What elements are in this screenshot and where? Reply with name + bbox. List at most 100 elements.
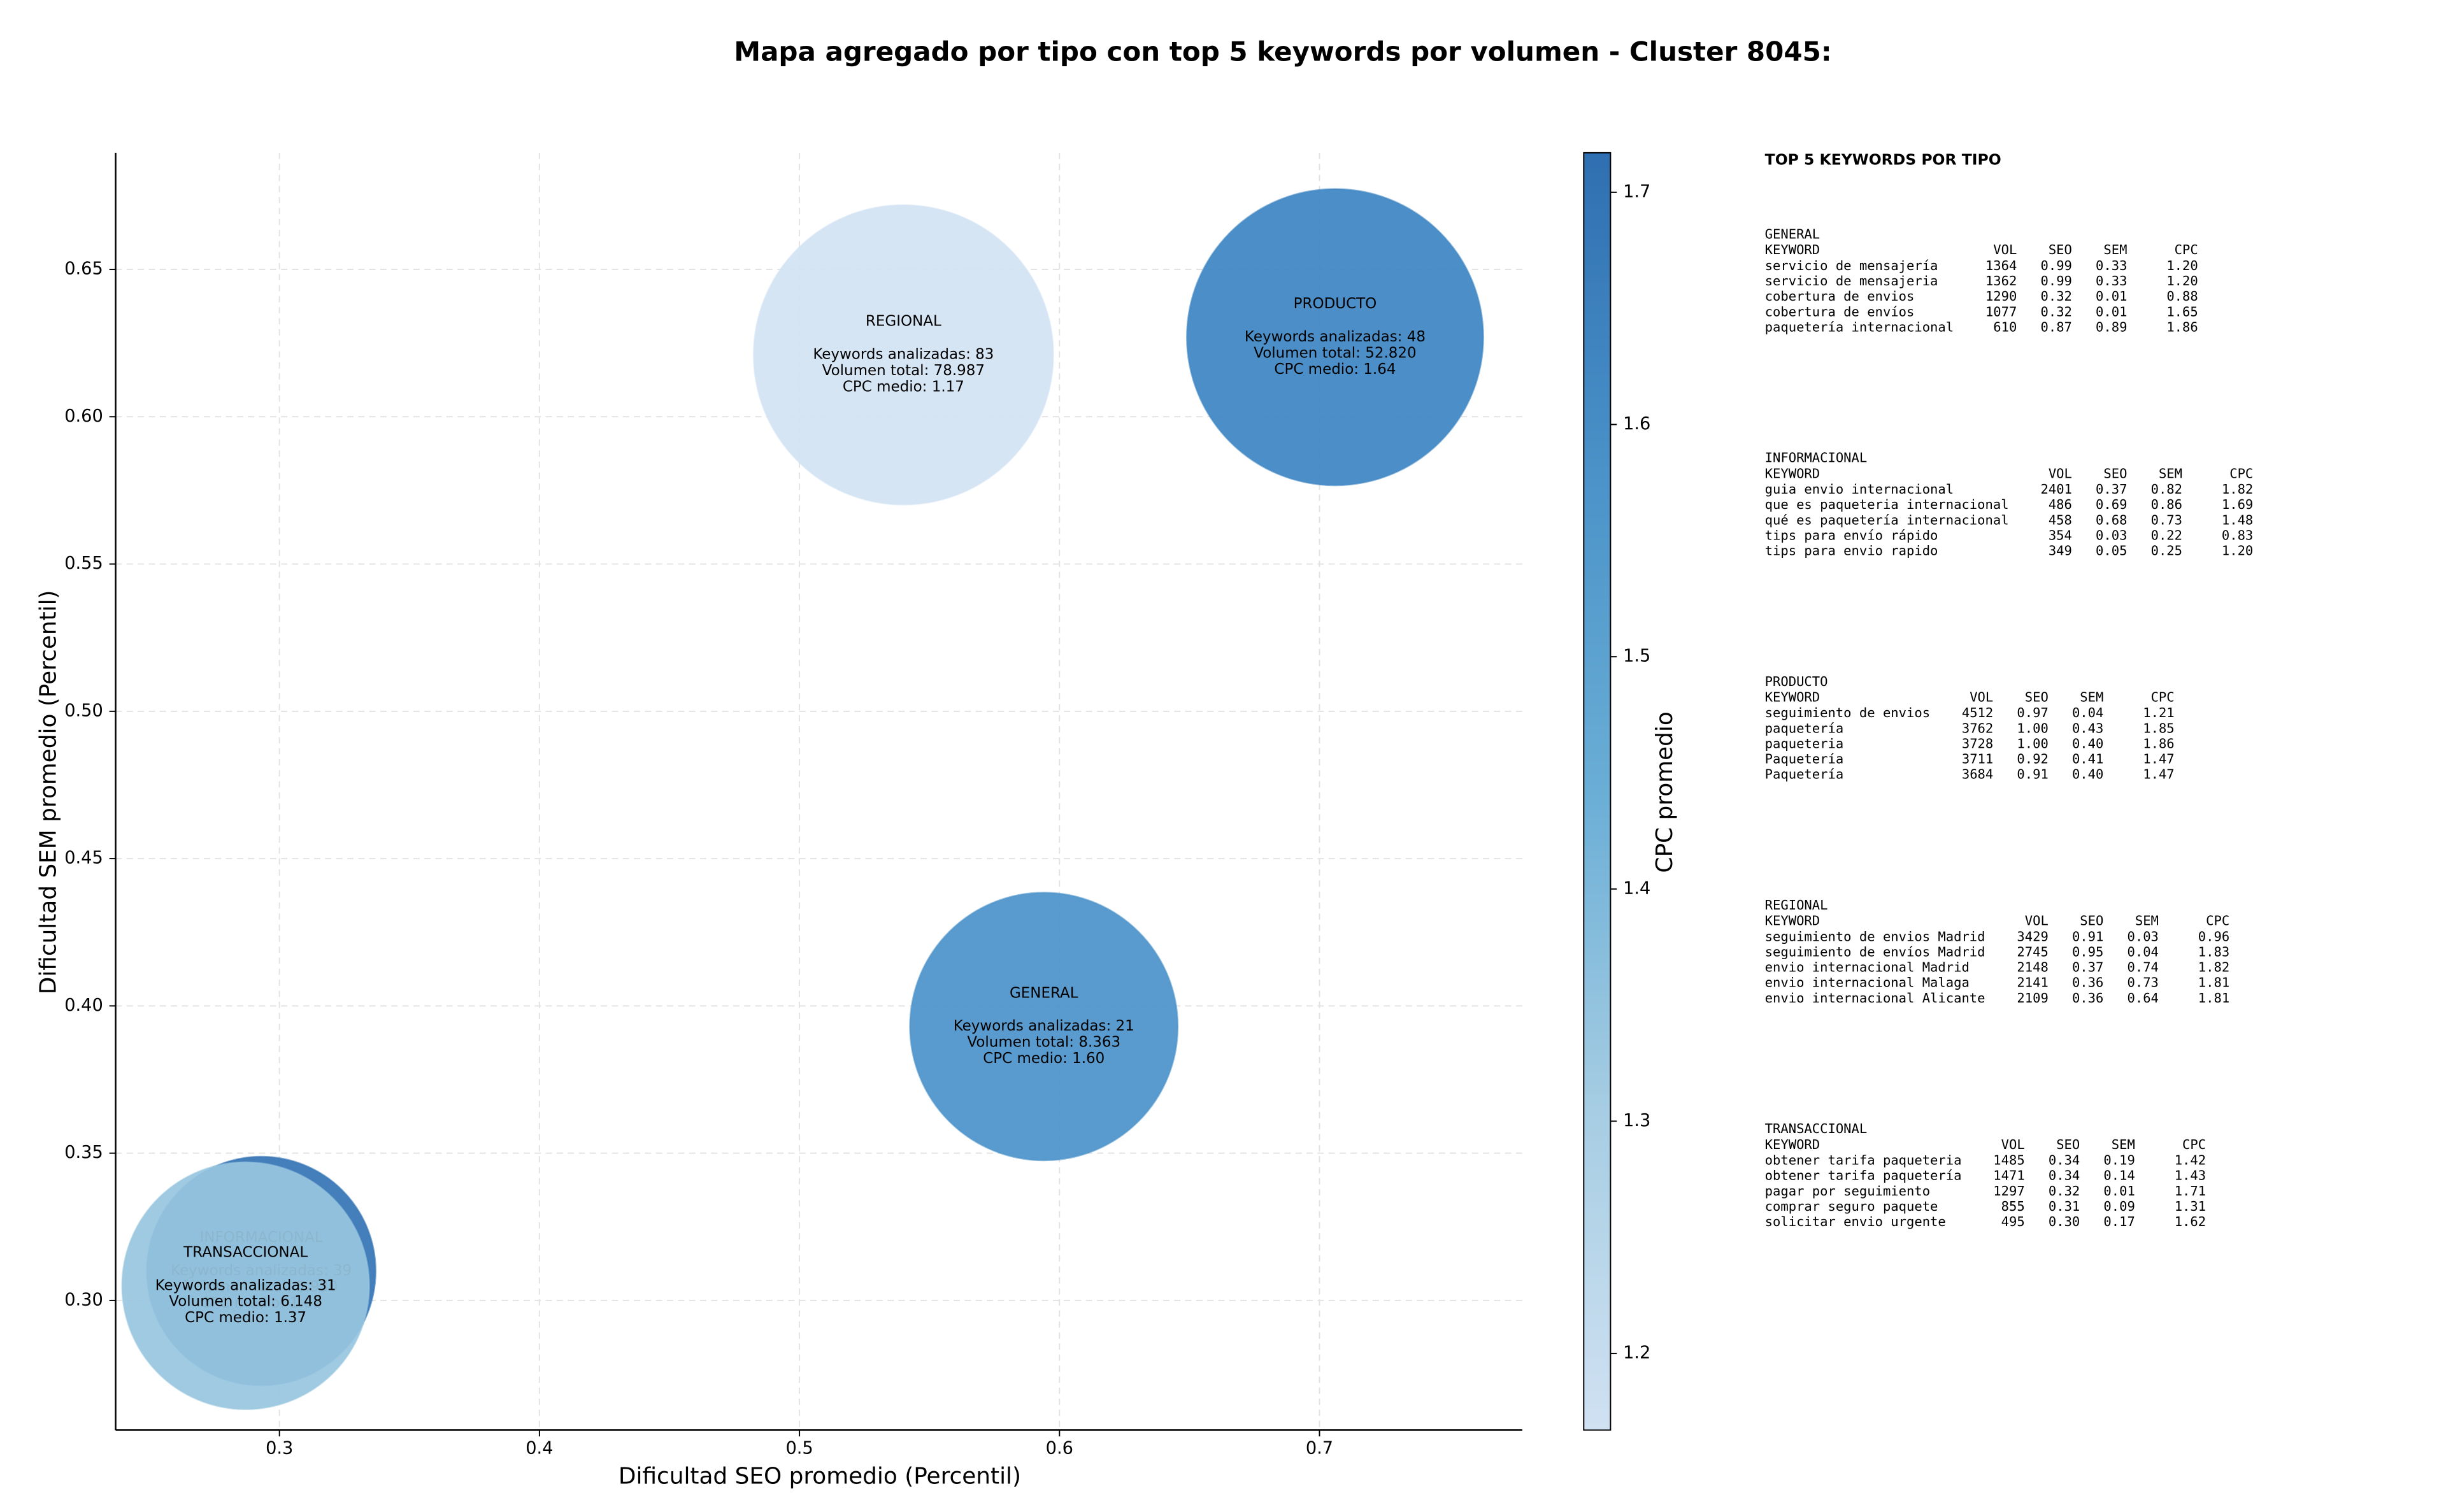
y-tick-label: 0.50 xyxy=(64,701,103,720)
bubble-label: Volumen total: 6.148 xyxy=(169,1294,322,1310)
column-header: VOL xyxy=(2049,466,2072,481)
table-cell: 0.34 xyxy=(2049,1153,2080,1168)
table-cell: 0.01 xyxy=(2103,1183,2135,1199)
colorbar-tick-label: 1.4 xyxy=(1623,878,1650,898)
table-cell: 1.86 xyxy=(2143,736,2174,751)
colorbar-tick-label: 1.3 xyxy=(1623,1111,1650,1130)
table-cell: obtener tarifa paqueteria xyxy=(1765,1153,1962,1168)
table-cell: guia envio internacional xyxy=(1765,481,1954,497)
table-cell: 1.86 xyxy=(2166,319,2198,334)
bubble-label: Volumen total: 8.363 xyxy=(967,1034,1120,1051)
bubble-label: Keywords analizadas: 31 xyxy=(155,1277,336,1294)
y-tick-label: 0.35 xyxy=(64,1143,103,1162)
column-header: SEM xyxy=(2103,242,2127,257)
table-cell: 0.19 xyxy=(2103,1153,2135,1168)
column-header: SEO xyxy=(2080,913,2103,929)
table-cell: 1.20 xyxy=(2166,273,2198,289)
table-cell: 0.97 xyxy=(2017,705,2048,720)
table-cell: 0.91 xyxy=(2072,929,2103,944)
table-cell: 0.87 xyxy=(2040,319,2071,334)
table-cell: 3762 xyxy=(1962,720,1993,736)
table-cell: 0.86 xyxy=(2151,497,2182,512)
table-cell: 1362 xyxy=(1985,273,2017,289)
table-cell: 2401 xyxy=(2040,481,2071,497)
chart-title: Mapa agregado por tipo con top 5 keyword… xyxy=(734,36,1831,68)
bubble xyxy=(121,1161,370,1410)
table-cell: 0.68 xyxy=(2096,512,2127,527)
table-cell: 0.95 xyxy=(2072,944,2103,959)
colorbar-tick-label: 1.2 xyxy=(1623,1343,1650,1363)
table-cell: envio internacional Alicante xyxy=(1765,990,1985,1006)
section-title: REGIONAL xyxy=(1765,897,1828,913)
bubble-label: CPC medio: 1.37 xyxy=(185,1309,306,1326)
table-cell: 0.33 xyxy=(2096,273,2127,289)
table-cell: 0.83 xyxy=(2222,527,2253,543)
table-cell: 1.65 xyxy=(2166,304,2198,319)
table-cell: 0.32 xyxy=(2049,1183,2080,1199)
table-cell: envio internacional Madrid xyxy=(1765,960,1970,975)
table-cell: seguimiento de envios Madrid xyxy=(1765,929,1985,944)
table-cell: 1.82 xyxy=(2198,960,2229,975)
table-cell: 1.47 xyxy=(2143,767,2174,782)
table-cell: comprar seguro paquete xyxy=(1765,1199,1938,1214)
table-cell: 0.73 xyxy=(2151,512,2182,527)
table-cell: 0.36 xyxy=(2072,990,2103,1006)
table-cell: 0.99 xyxy=(2040,258,2071,273)
table-cell: 458 xyxy=(2049,512,2072,527)
table-cell: 1297 xyxy=(1993,1183,2024,1199)
table-cell: 0.40 xyxy=(2072,767,2103,782)
table-cell: 0.37 xyxy=(2072,960,2103,975)
y-tick-label: 0.45 xyxy=(64,848,103,868)
column-header: CPC xyxy=(2151,690,2175,705)
table-cell: 0.37 xyxy=(2096,481,2127,497)
table-cell: paquetería xyxy=(1765,720,1844,736)
table-cell: 0.32 xyxy=(2040,304,2071,319)
column-header: CPC xyxy=(2175,242,2198,257)
table-cell: 0.34 xyxy=(2049,1168,2080,1183)
table-cell: 0.04 xyxy=(2128,944,2159,959)
bubble-title: GENERAL xyxy=(1010,985,1078,1001)
colorbar-tick-label: 1.6 xyxy=(1623,414,1650,434)
table-cell: 0.05 xyxy=(2096,543,2127,559)
column-header: SEO xyxy=(2056,1137,2080,1152)
column-header: KEYWORD xyxy=(1765,690,1820,705)
y-tick-label: 0.55 xyxy=(64,553,103,573)
table-cell: 486 xyxy=(2049,497,2072,512)
panel-title: TOP 5 KEYWORDS POR TIPO xyxy=(1765,151,2001,169)
bubble-label: Keywords analizadas: 83 xyxy=(813,346,994,363)
x-tick-label: 0.6 xyxy=(1046,1439,1073,1459)
table-cell: 3728 xyxy=(1962,736,1993,751)
table-cell: 1.62 xyxy=(2175,1214,2206,1229)
y-tick-label: 0.30 xyxy=(64,1290,103,1309)
x-tick-label: 0.4 xyxy=(526,1439,553,1459)
table-cell: 0.17 xyxy=(2103,1214,2135,1229)
table-cell: 1485 xyxy=(1993,1153,2024,1168)
table-cell: 0.03 xyxy=(2128,929,2159,944)
table-cell: 610 xyxy=(1993,319,2017,334)
y-tick-label: 0.60 xyxy=(64,406,103,426)
table-cell: 1290 xyxy=(1985,289,2017,304)
table-cell: 0.92 xyxy=(2017,752,2048,767)
column-header: SEM xyxy=(2112,1137,2135,1152)
table-cell: 2148 xyxy=(2017,960,2048,975)
table-cell: Paquetería xyxy=(1765,767,1844,782)
table-cell: solicitar envio urgente xyxy=(1765,1214,1946,1229)
table-cell: tips para envío rápido xyxy=(1765,527,1938,543)
table-cell: 0.73 xyxy=(2128,975,2159,990)
table-cell: 1.42 xyxy=(2175,1153,2206,1168)
table-cell: 1.69 xyxy=(2222,497,2253,512)
table-cell: pagar por seguimiento xyxy=(1765,1183,1930,1199)
x-tick-label: 0.5 xyxy=(785,1439,813,1459)
table-cell: 0.96 xyxy=(2198,929,2229,944)
column-header: VOL xyxy=(1970,690,1993,705)
table-cell: 0.33 xyxy=(2096,258,2127,273)
table-cell: 1077 xyxy=(1985,304,2017,319)
table-cell: 354 xyxy=(2049,527,2072,543)
column-header: KEYWORD xyxy=(1765,242,1820,257)
table-cell: 0.89 xyxy=(2096,319,2127,334)
table-cell: 0.69 xyxy=(2096,497,2127,512)
column-header: SEM xyxy=(2135,913,2159,929)
bubble-title: REGIONAL xyxy=(866,313,941,330)
y-axis-label: Dificultad SEM promedio (Percentil) xyxy=(36,590,62,994)
table-cell: 0.04 xyxy=(2072,705,2103,720)
